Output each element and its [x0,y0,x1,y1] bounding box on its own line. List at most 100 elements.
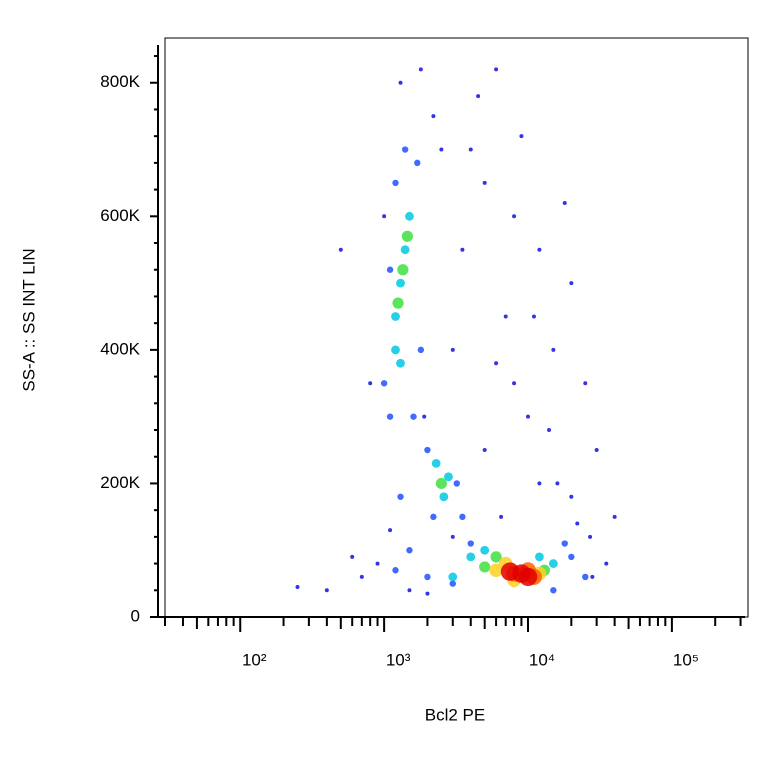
y-tick-label: 800K [100,72,140,91]
data-point [459,513,466,521]
data-point [396,278,405,288]
x-axis-label: Bcl2 PE [425,705,485,724]
data-point [503,314,508,319]
data-point [537,481,542,486]
data-point [518,567,538,587]
y-tick-label: 0 [131,606,140,625]
data-point [400,245,410,255]
data-point [512,214,517,219]
data-point [359,574,364,579]
data-point [448,572,458,582]
data-point [562,200,567,205]
data-point [547,428,552,433]
data-point [392,567,399,574]
data-point [590,574,595,579]
data-point [476,94,481,99]
data-point [555,481,560,486]
data-point [551,347,556,352]
x-tick-label: 10⁴ [529,650,555,669]
data-point [482,180,487,185]
data-point [424,573,431,581]
data-point [388,528,393,533]
data-point [568,553,575,561]
data-point [418,67,423,72]
data-point [368,381,373,386]
data-point [430,513,437,521]
data-point [494,67,499,72]
data-point [588,534,593,539]
data-point [406,547,413,554]
data-point [453,480,461,487]
data-point [550,587,557,594]
data-point [482,448,487,453]
data-point [575,521,580,526]
data-point [479,561,491,573]
y-tick-label: 400K [100,339,140,358]
data-point [450,347,455,352]
data-point [380,380,388,387]
data-point [397,264,409,276]
data-point [526,414,531,419]
data-point [594,448,599,453]
data-point [449,580,456,587]
data-point [512,381,517,386]
y-axis-label: SS-A :: SS INT LIN [19,248,38,391]
data-point [338,247,343,252]
data-point [405,211,414,221]
data-point [391,312,400,321]
data-point [392,297,404,309]
data-point [396,358,405,368]
x-tick-label: 10² [242,650,267,669]
data-point [295,584,300,589]
data-point [414,159,421,167]
data-point [468,147,473,152]
data-point [375,561,380,566]
data-point [531,314,536,319]
data-point [324,588,329,593]
data-point [417,346,425,354]
x-tick-label: 10³ [386,650,411,669]
data-point [350,554,355,559]
data-point [439,147,444,152]
data-point [450,534,455,539]
data-point [422,414,427,419]
y-tick-label: 600K [100,206,140,225]
data-point [460,247,465,252]
data-point [431,459,441,468]
data-point [401,146,409,153]
data-point [435,477,447,490]
data-point [583,381,588,386]
data-point [425,591,430,596]
data-point [386,413,394,420]
data-point [410,413,417,420]
y-tick-label: 200K [100,473,140,492]
data-point [444,472,453,482]
data-point [401,230,413,242]
data-point [569,281,574,286]
data-point [519,134,524,139]
data-point [382,214,387,219]
data-point [500,562,520,581]
data-point [604,561,609,566]
data-point [612,514,617,519]
data-point [466,552,476,562]
data-point [397,493,404,500]
data-point [494,361,499,366]
data-point [391,345,400,355]
data-point [424,446,431,454]
data-point [480,545,490,555]
data-point [535,552,544,562]
data-point [431,114,436,119]
data-point [499,514,504,519]
data-point [467,540,474,547]
data-point [407,588,412,593]
data-point [561,540,568,547]
data-point [537,247,542,252]
x-tick-label: 10⁵ [673,650,699,669]
data-point [439,492,449,502]
data-point [392,179,399,187]
data-point [386,266,394,273]
data-point [569,494,574,499]
plot-frame [164,37,749,618]
